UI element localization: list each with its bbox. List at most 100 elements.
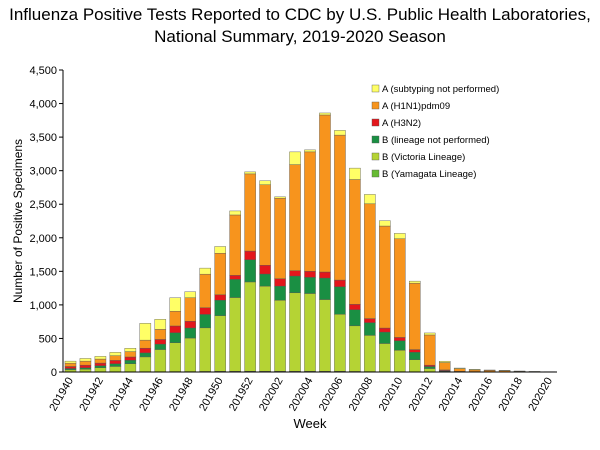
bar-segment xyxy=(274,196,286,199)
bar-segment xyxy=(424,334,436,366)
bar-segment xyxy=(438,362,451,371)
bar-segment xyxy=(244,281,256,372)
y-tick-label: 500 xyxy=(39,333,57,345)
y-tick-label: 1,000 xyxy=(29,300,57,312)
bar-segment xyxy=(289,270,301,277)
bar-segment xyxy=(214,246,226,254)
bar-segment xyxy=(364,194,376,205)
bar-segment xyxy=(394,233,406,239)
bar-segment xyxy=(259,273,271,287)
y-tick-label: 0 xyxy=(51,367,57,379)
bar-segment xyxy=(214,315,226,372)
bar-segment xyxy=(139,323,152,341)
bar-segment xyxy=(319,112,331,116)
legend-swatch xyxy=(371,118,380,127)
bar-segment xyxy=(169,297,182,312)
bar-segment xyxy=(94,358,107,364)
bar-segment xyxy=(139,339,152,349)
bar-segment xyxy=(124,360,137,364)
bar-segment xyxy=(453,367,466,369)
bar-segment xyxy=(349,325,361,372)
bar-segment xyxy=(184,321,196,329)
legend-swatch xyxy=(371,135,380,144)
bar-segment xyxy=(79,367,92,370)
bar-segment xyxy=(169,342,182,372)
bar-segment xyxy=(259,265,271,275)
bar-segment xyxy=(289,164,301,271)
bar-segment xyxy=(214,294,226,301)
bar-segment xyxy=(64,368,77,371)
bar-segment xyxy=(274,278,286,287)
bar-segment xyxy=(184,297,196,322)
legend-box xyxy=(366,80,552,182)
bar-segment xyxy=(109,366,122,372)
bar-segment xyxy=(229,275,241,280)
legend-label: A (subtyping not performed) xyxy=(382,84,499,95)
bar-segment xyxy=(438,360,451,363)
bar-segment xyxy=(199,267,211,275)
bar-segment xyxy=(109,352,122,356)
bar-segment xyxy=(468,369,481,371)
bar-segment xyxy=(229,279,241,298)
legend-label: B (Victoria Lineage) xyxy=(382,152,465,163)
bar-segment xyxy=(124,348,137,352)
bar-segment xyxy=(319,299,331,372)
bar-segment xyxy=(94,362,107,366)
bar-segment xyxy=(124,363,137,372)
bar-segment xyxy=(394,349,406,372)
bar-segment xyxy=(409,352,421,360)
bar-segment xyxy=(64,366,77,369)
bar-segment xyxy=(199,327,211,372)
bar-segment xyxy=(64,362,77,367)
legend-swatch xyxy=(371,101,380,110)
bar-segment xyxy=(409,359,421,372)
bar-segment xyxy=(364,203,376,319)
bar-segment xyxy=(199,307,211,315)
bar-segment xyxy=(394,337,406,341)
bar-segment xyxy=(109,363,122,367)
bar-segment xyxy=(304,277,316,294)
bar-segment xyxy=(184,327,196,339)
bar-segment xyxy=(199,273,211,308)
bar-segment xyxy=(304,271,316,278)
bar-segment xyxy=(199,314,211,329)
bar-segment xyxy=(94,356,107,360)
legend-label: B (lineage not performed) xyxy=(382,135,490,146)
bar-segment xyxy=(304,293,316,372)
bar-segment xyxy=(409,349,421,353)
bar-segment xyxy=(319,271,331,279)
bar-segment xyxy=(424,332,436,336)
bar-segment xyxy=(229,214,241,276)
bar-segment xyxy=(304,151,316,272)
bar-segment xyxy=(244,171,256,175)
bar-segment xyxy=(79,368,92,373)
bar-segment xyxy=(409,280,421,284)
bar-segment xyxy=(124,356,137,361)
bar-segment xyxy=(169,332,182,343)
bar-segment xyxy=(64,360,77,364)
bar-segment xyxy=(304,149,316,153)
bar-segment xyxy=(229,210,241,216)
bar-segment xyxy=(319,277,331,300)
bar-segment xyxy=(468,369,481,372)
legend-label: A (H3N2) xyxy=(382,118,421,129)
y-tick-label: 1,500 xyxy=(29,266,57,278)
bar-segment xyxy=(379,225,391,329)
bar-segment xyxy=(394,340,406,351)
bar-segment xyxy=(334,314,346,372)
y-axis-label: Number of Positive Specimens xyxy=(11,139,25,303)
bar-segment xyxy=(409,282,421,350)
bar-segment xyxy=(364,335,376,372)
y-tick-label: 2,500 xyxy=(29,199,57,211)
bar-segment xyxy=(94,365,107,368)
bar-segment xyxy=(139,347,152,354)
bar-segment xyxy=(364,318,376,323)
legend-label: A (H1N1)pdm09 xyxy=(382,101,450,112)
bar-segment xyxy=(139,352,152,358)
bar-segment xyxy=(79,358,92,362)
bar-segment xyxy=(214,253,226,296)
bar-segment xyxy=(289,275,301,294)
bar-segment xyxy=(394,238,406,338)
chart-title: Influenza Positive Tests Reported to CDC… xyxy=(9,5,591,24)
